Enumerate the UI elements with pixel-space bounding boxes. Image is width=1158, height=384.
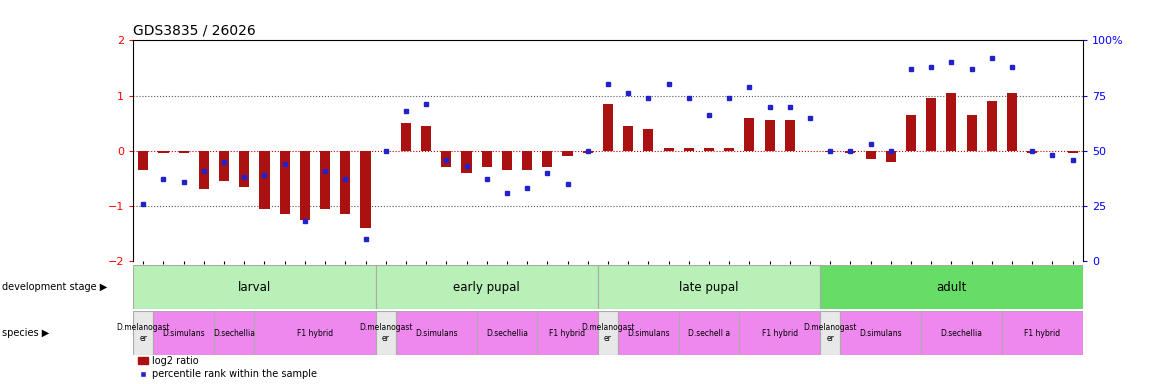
Text: D.melanogast
er: D.melanogast er (117, 323, 170, 343)
Bar (153, 311, 214, 355)
Bar (482, 151, 492, 167)
Bar (683, 148, 694, 151)
Bar (279, 151, 290, 214)
Bar (739, 311, 820, 355)
Bar (240, 151, 249, 187)
Bar (603, 104, 613, 151)
Text: adult: adult (936, 281, 967, 293)
Bar (401, 123, 411, 151)
Bar (644, 129, 653, 151)
Bar (582, 151, 593, 154)
Bar (598, 311, 618, 355)
Bar (320, 151, 330, 209)
Text: D.sechellia: D.sechellia (940, 329, 982, 338)
Bar (522, 151, 533, 170)
Bar (133, 311, 153, 355)
Bar (598, 265, 820, 309)
Bar (214, 311, 255, 355)
Bar (987, 101, 997, 151)
Legend: log2 ratio, percentile rank within the sample: log2 ratio, percentile rank within the s… (138, 356, 316, 379)
Bar (967, 115, 976, 151)
Bar (886, 151, 896, 162)
Bar (841, 311, 921, 355)
Bar (199, 151, 208, 189)
Bar (618, 311, 679, 355)
Bar (704, 148, 714, 151)
Bar (360, 151, 371, 228)
Bar (845, 151, 856, 154)
Bar (542, 151, 552, 167)
Text: D.melanogast
er: D.melanogast er (359, 323, 412, 343)
Text: F1 hybrid: F1 hybrid (296, 329, 334, 338)
Text: species ▶: species ▶ (2, 328, 50, 338)
Bar (921, 311, 1002, 355)
Text: D.melanogast
er: D.melanogast er (581, 323, 635, 343)
Bar (865, 151, 875, 159)
Bar (138, 151, 148, 170)
Bar (745, 118, 754, 151)
Bar (679, 311, 739, 355)
Bar (396, 311, 477, 355)
Bar (133, 265, 375, 309)
Bar (563, 151, 572, 156)
Text: D.sechellia: D.sechellia (486, 329, 528, 338)
Bar (422, 126, 431, 151)
Text: development stage ▶: development stage ▶ (2, 282, 108, 292)
Bar (764, 120, 775, 151)
Bar (462, 151, 471, 173)
Bar (255, 311, 375, 355)
Text: D.simulans: D.simulans (415, 329, 457, 338)
Bar (1027, 151, 1038, 154)
Text: GDS3835 / 26026: GDS3835 / 26026 (133, 24, 256, 38)
Bar (926, 98, 937, 151)
Bar (375, 265, 598, 309)
Text: D.sechellia: D.sechellia (213, 329, 255, 338)
Text: early pupal: early pupal (453, 281, 520, 293)
Text: D.simulans: D.simulans (626, 329, 669, 338)
Bar (537, 311, 598, 355)
Text: D.simulans: D.simulans (162, 329, 205, 338)
Bar (159, 151, 169, 154)
Bar (1007, 93, 1017, 151)
Bar (785, 120, 794, 151)
Text: D.sechell a: D.sechell a (688, 329, 730, 338)
Bar (820, 265, 1083, 309)
Bar (300, 151, 310, 220)
Bar (946, 93, 957, 151)
Bar (219, 151, 229, 181)
Bar (375, 311, 396, 355)
Bar (259, 151, 270, 209)
Bar (501, 151, 512, 170)
Bar (906, 115, 916, 151)
Text: F1 hybrid: F1 hybrid (550, 329, 586, 338)
Text: D.simulans: D.simulans (859, 329, 902, 338)
Text: late pupal: late pupal (680, 281, 739, 293)
Text: larval: larval (237, 281, 271, 293)
Bar (1068, 151, 1078, 154)
Bar (826, 151, 835, 152)
Text: F1 hybrid: F1 hybrid (1025, 329, 1061, 338)
Bar (1002, 311, 1083, 355)
Bar (820, 311, 841, 355)
Bar (623, 126, 633, 151)
Bar (664, 148, 674, 151)
Text: D.melanogast
er: D.melanogast er (804, 323, 857, 343)
Bar (178, 151, 189, 154)
Text: F1 hybrid: F1 hybrid (762, 329, 798, 338)
Bar (724, 148, 734, 151)
Bar (477, 311, 537, 355)
Bar (441, 151, 452, 167)
Bar (340, 151, 351, 214)
